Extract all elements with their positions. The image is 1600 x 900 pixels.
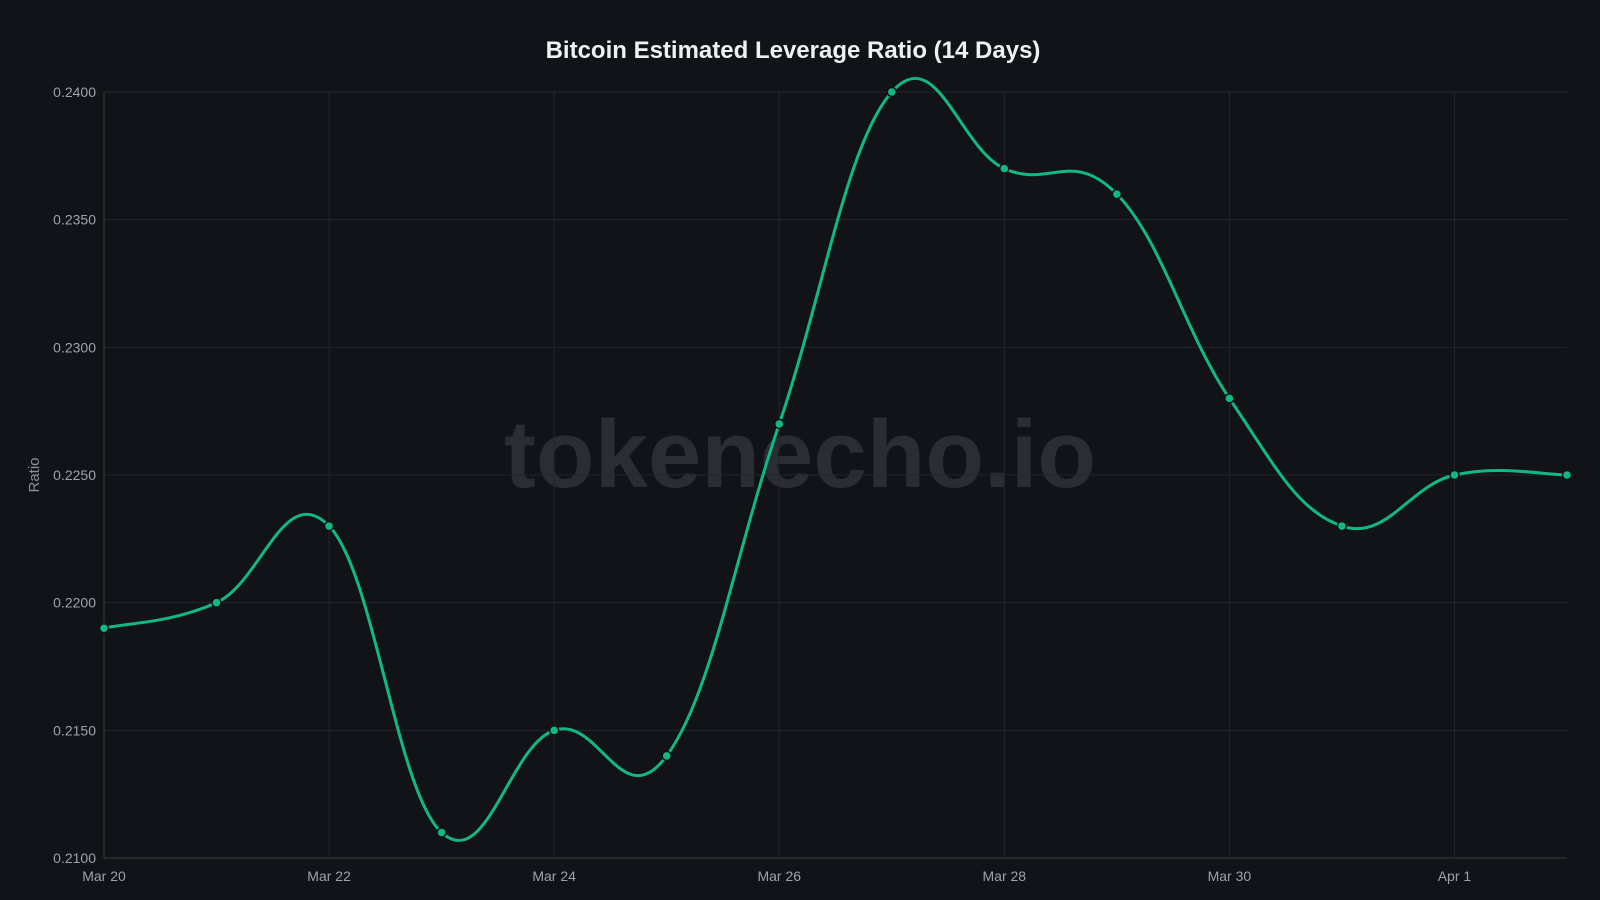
data-point [999, 163, 1010, 174]
x-tick-label: Mar 20 [82, 868, 126, 884]
data-point [98, 622, 110, 634]
data-point [886, 86, 898, 98]
data-point [548, 725, 560, 736]
y-tick-label: 0.2300 [53, 339, 96, 355]
series-line [103, 76, 1568, 842]
y-tick-label: 0.2400 [53, 84, 96, 100]
x-tick-label: Mar 28 [983, 868, 1027, 884]
data-point [323, 520, 335, 532]
x-tick-label: Mar 26 [757, 868, 801, 884]
data-point [436, 827, 447, 838]
chart-title: Bitcoin Estimated Leverage Ratio (14 Day… [546, 37, 1041, 64]
data-point [211, 597, 222, 608]
y-tick-label: 0.2350 [53, 212, 96, 228]
grid [103, 91, 1567, 859]
y-tick-label: 0.2250 [53, 467, 96, 483]
data-point [1336, 520, 1348, 532]
y-axis-label: Ratio [26, 457, 43, 492]
axes: 0.2100 0.2150 0.2200 0.2250 0.2300 0.2350 0.24… [53, 84, 1567, 884]
y-tick-label: 0.2200 [53, 595, 96, 611]
data-point [1111, 188, 1123, 200]
y-tick-label: 0.2150 [53, 722, 96, 738]
x-tick-label: Mar 22 [307, 868, 351, 884]
watermark: tokenecho.io [504, 401, 1096, 508]
data-point [773, 418, 785, 430]
x-tick-label: Mar 30 [1208, 868, 1252, 884]
data-point [1561, 469, 1573, 481]
x-tick-label: Mar 24 [532, 868, 576, 884]
data-point [1224, 393, 1235, 404]
data-point [661, 750, 672, 762]
data-point [1449, 469, 1460, 481]
y-tick-label: 0.2100 [53, 850, 96, 866]
x-tick-label: Apr 1 [1438, 868, 1472, 884]
series [98, 76, 1573, 842]
